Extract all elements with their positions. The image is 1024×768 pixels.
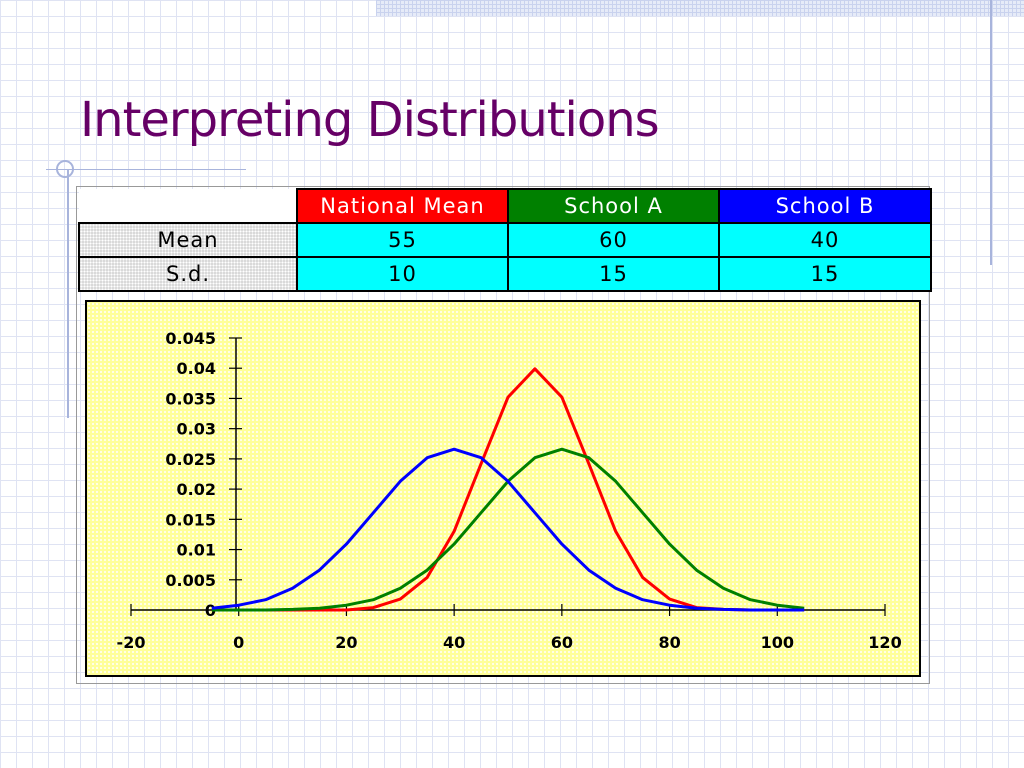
x-tick-label: 100 [761, 633, 794, 652]
header-national-mean: National Mean [296, 188, 509, 224]
y-tick-label: 0.015 [165, 510, 216, 529]
x-tick-label: 80 [658, 633, 680, 652]
y-tick-label: 0.04 [177, 359, 216, 378]
mean-school-a-value: 60 [507, 222, 720, 258]
y-tick-label: 0.02 [177, 480, 216, 499]
header-school-b: School B [718, 188, 932, 224]
row-label-mean: Mean [78, 222, 298, 258]
content-frame [76, 186, 930, 684]
top-decoration-band [376, 0, 1024, 16]
y-tick-label: 0.01 [177, 541, 216, 560]
y-tick-label: 0.03 [177, 420, 216, 439]
mean-school-b-value: 40 [718, 222, 932, 258]
x-tick-label: 60 [551, 633, 573, 652]
sd-school-a-value: 15 [507, 256, 720, 292]
y-tick-label: 0.005 [165, 571, 216, 590]
right-decoration-line [990, 0, 992, 265]
header-school-a: School A [507, 188, 720, 224]
left-decoration-line [67, 170, 69, 418]
series-line-0 [211, 367, 805, 612]
stats-table: National Mean School A School B Mean 55 … [78, 188, 932, 292]
row-label-sd: S.d. [78, 256, 298, 292]
table-row-mean: Mean 55 60 40 [78, 222, 932, 258]
x-tick-label: 20 [335, 633, 357, 652]
sd-school-b-value: 15 [718, 256, 932, 292]
x-tick-label: 40 [443, 633, 465, 652]
slide-title: Interpreting Distributions [80, 92, 660, 148]
decoration-circle-icon [56, 160, 74, 178]
y-tick-label: 0 [205, 601, 216, 620]
x-tick-label: -20 [117, 633, 146, 652]
y-tick-label: 0.025 [165, 450, 216, 469]
x-tick-label: 0 [233, 633, 244, 652]
y-tick-label: 0.045 [165, 329, 216, 348]
table-corner-cell [79, 189, 297, 223]
y-tick-label: 0.035 [165, 389, 216, 408]
table-row-sd: S.d. 10 15 15 [78, 256, 932, 292]
mean-national-value: 55 [296, 222, 509, 258]
title-underline [46, 169, 246, 170]
series-line-1 [211, 447, 805, 612]
x-tick-label: 120 [868, 633, 901, 652]
series-line-2 [211, 447, 805, 612]
table-header-row: National Mean School A School B [79, 188, 932, 224]
chart-area: 0 0.005 0.01 0.015 0.02 0.025 0.03 0.035 0.04 0.0… [85, 300, 921, 677]
sd-national-value: 10 [296, 256, 509, 292]
distribution-chart: 0 0.005 0.01 0.015 0.02 0.025 0.03 0.035 0.04 0.0… [117, 329, 902, 652]
